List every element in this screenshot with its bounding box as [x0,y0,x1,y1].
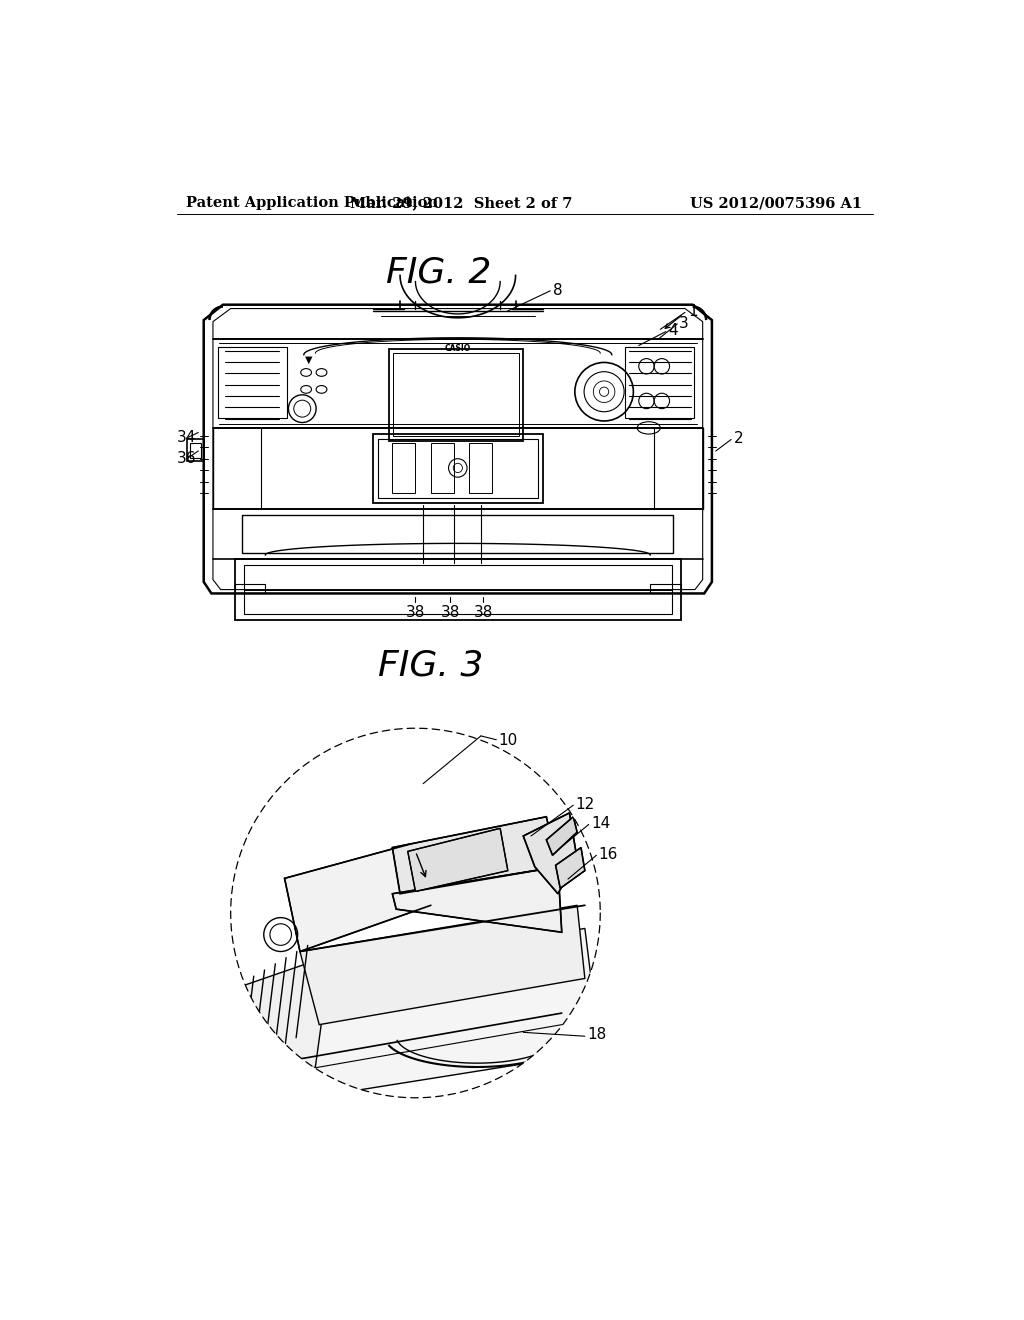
Text: US 2012/0075396 A1: US 2012/0075396 A1 [690,197,862,210]
Polygon shape [300,906,585,1024]
Polygon shape [523,813,578,894]
Bar [393,354,518,437]
Text: FIG. 3: FIG. 3 [378,648,483,682]
Polygon shape [226,956,331,1094]
Bar [625,347,694,418]
Text: 36: 36 [177,451,197,466]
Polygon shape [392,867,562,932]
Bar [373,434,543,503]
Bar [243,515,674,553]
Text: Mar. 29, 2012  Sheet 2 of 7: Mar. 29, 2012 Sheet 2 of 7 [350,197,572,210]
Text: 10: 10 [499,733,518,748]
Text: 34: 34 [177,430,197,445]
Bar [469,444,493,494]
Text: 38: 38 [440,605,460,620]
Polygon shape [547,817,578,855]
Polygon shape [556,847,585,888]
Polygon shape [408,829,508,891]
Bar [650,585,681,594]
Bar [234,585,265,594]
Text: CASIO: CASIO [444,345,471,352]
Polygon shape [392,817,558,894]
Text: 16: 16 [599,847,618,862]
Bar [244,565,672,614]
Text: 4: 4 [668,323,678,338]
Text: 8: 8 [553,282,562,297]
Bar [217,347,287,418]
Polygon shape [285,843,431,952]
Text: 38: 38 [473,605,493,620]
Text: 3: 3 [679,315,688,331]
Bar [378,438,538,498]
Bar [186,440,204,461]
Polygon shape [230,928,600,1106]
Text: 38: 38 [406,605,425,620]
Text: FIG. 2: FIG. 2 [386,255,492,289]
Bar [431,444,454,494]
Text: Patent Application Publication: Patent Application Publication [186,197,438,210]
Bar [388,348,523,441]
Text: 12: 12 [575,797,595,812]
Text: 14: 14 [591,816,610,832]
Bar [392,444,416,494]
Text: 18: 18 [587,1027,606,1043]
Text: ▼: ▼ [305,354,312,364]
Bar [189,442,201,458]
Bar [234,558,681,620]
Text: 2: 2 [733,432,743,446]
Text: 1: 1 [688,304,697,319]
